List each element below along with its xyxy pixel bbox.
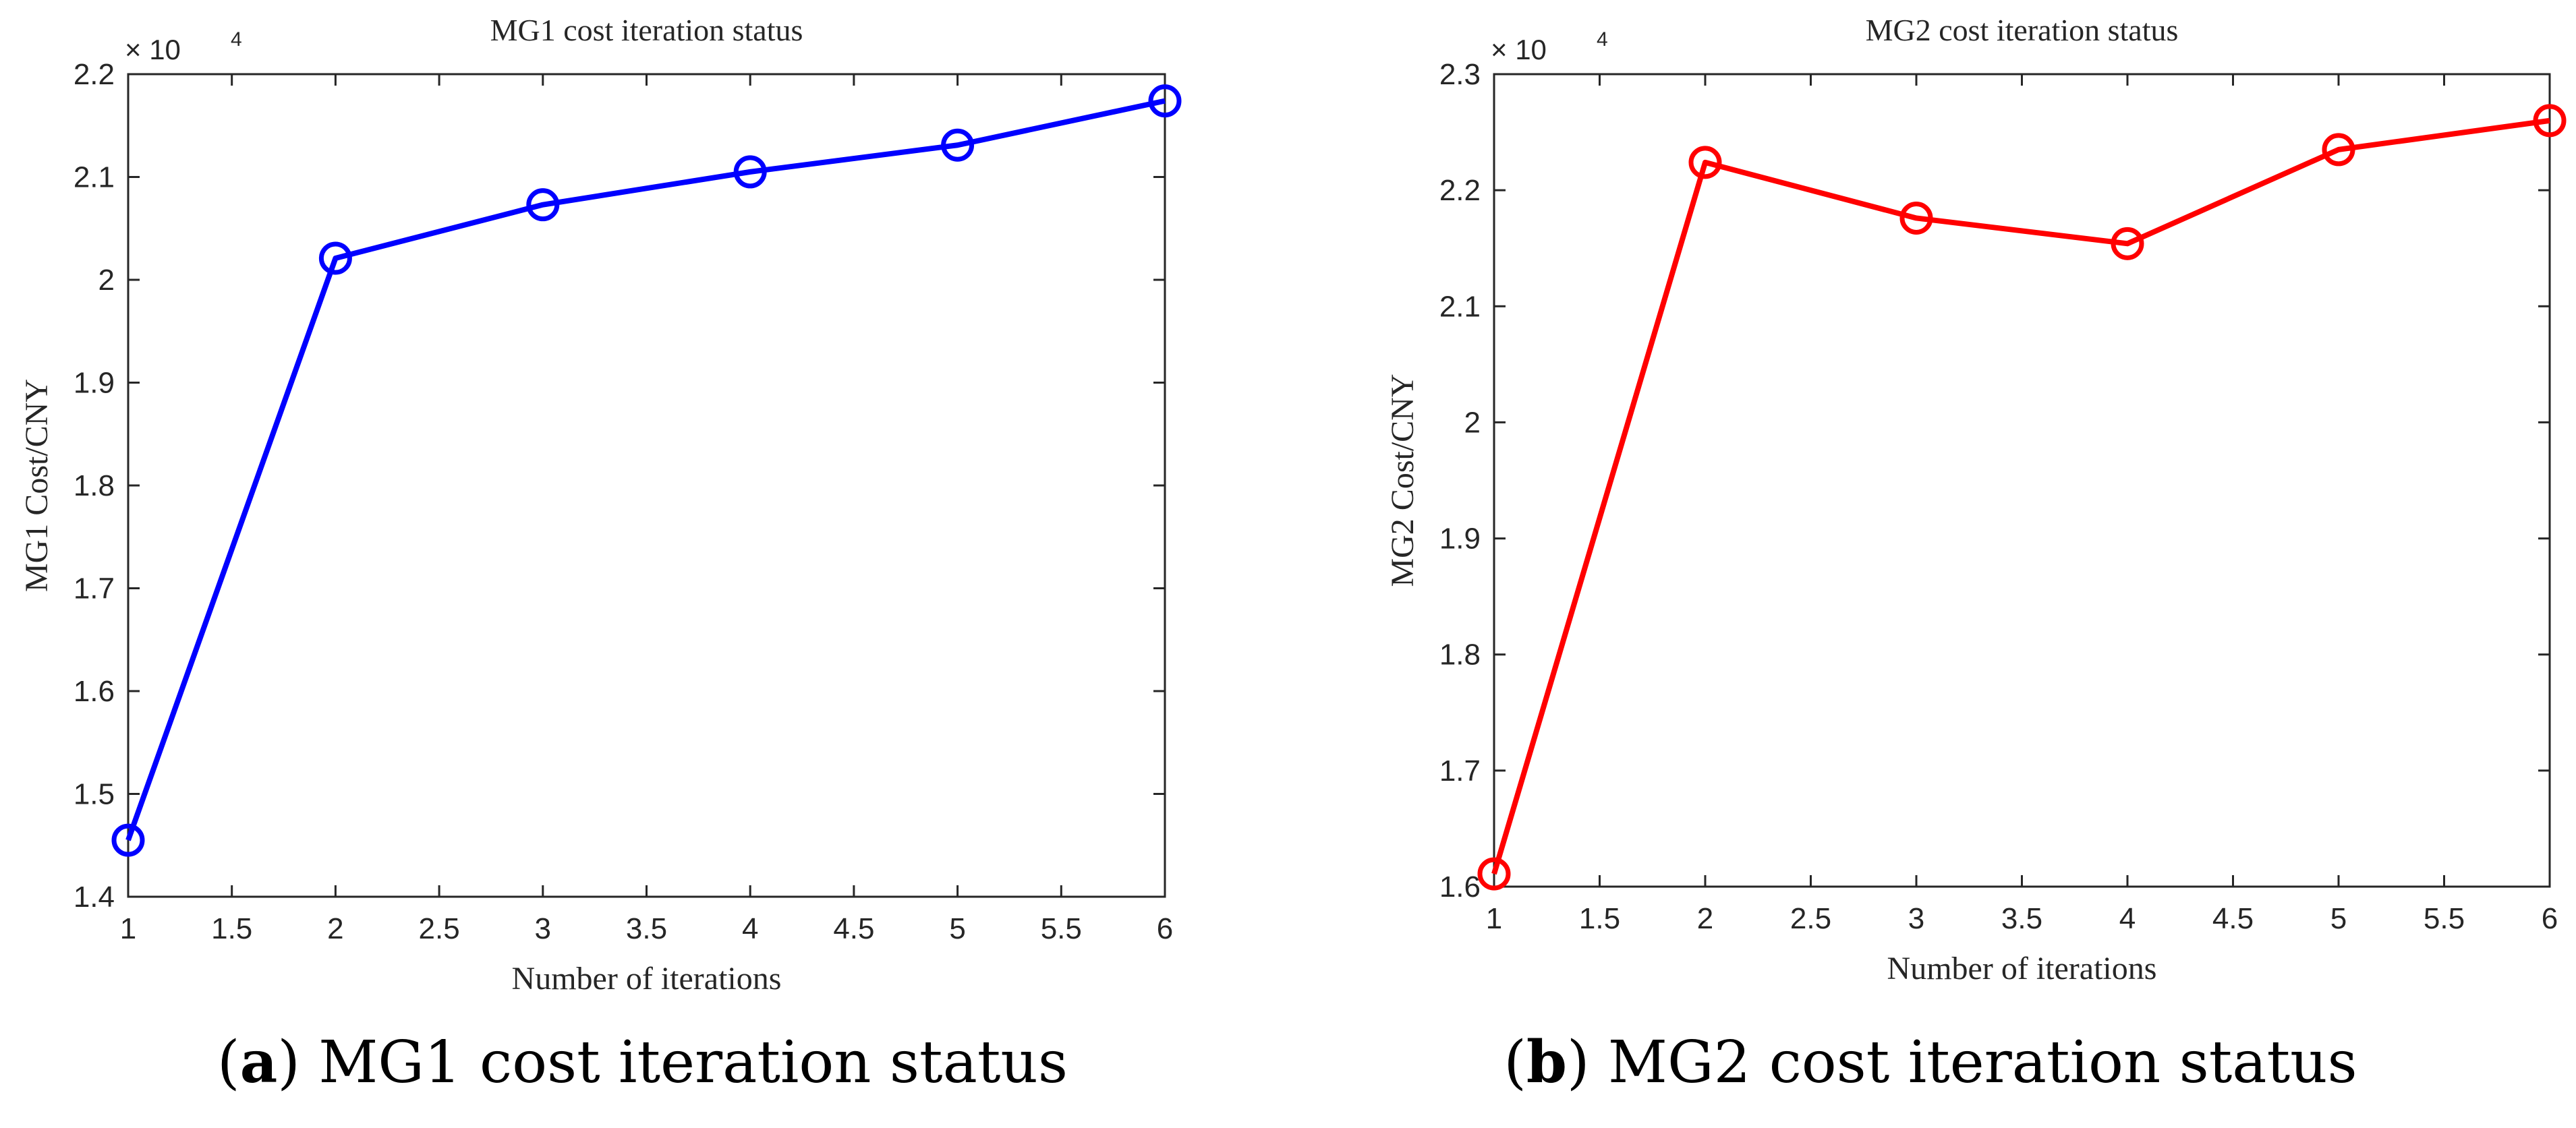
mg1-data-point (941, 128, 975, 162)
mg2-axes-box (1493, 73, 2551, 888)
mg2-xtick-label: 4 (2119, 902, 2136, 935)
caption-a-letter: a (239, 1028, 278, 1096)
mg1-data-point (1148, 84, 1182, 118)
mg1-xtick-label: 1 (120, 912, 136, 945)
caption-a: (a) MG1 cost iteration status (217, 1028, 1068, 1096)
mg2-xtick-label: 1 (1486, 902, 1502, 935)
mg1-data-point (111, 823, 145, 857)
mg2-xtick-label: 4.5 (2212, 902, 2254, 935)
mg2-ytick-label: 2.3 (1439, 58, 1481, 91)
mg2-xtick-label: 3.5 (2001, 902, 2042, 935)
mg2-x-axis-label: Number of iterations (1887, 951, 2157, 986)
mg1-exponent-label: × 10 (125, 34, 181, 65)
mg2-xtick-label: 2 (1697, 902, 1713, 935)
mg2-exponent-label: × 10 (1491, 34, 1547, 65)
mg1-xtick-label: 4.5 (833, 912, 874, 945)
caption-b: (b) MG2 cost iteration status (1504, 1028, 2357, 1096)
mg1-data-point (526, 188, 560, 222)
mg1-axes-box (127, 73, 1166, 898)
mg2-ytick-label: 1.9 (1439, 523, 1481, 556)
mg1-xtick-label: 2.5 (419, 912, 460, 945)
mg1-xtick-label: 2 (327, 912, 343, 945)
mg2-xtick-label: 5.5 (2424, 902, 2465, 935)
mg2-data-point (2322, 133, 2355, 167)
mg2-data-point (2111, 227, 2144, 260)
mg2-ytick-label: 2.2 (1439, 174, 1481, 207)
mg2-data-point (2533, 104, 2567, 138)
mg2-data-point (1899, 201, 1933, 235)
mg1-ytick-label: 1.8 (74, 469, 115, 502)
mg1-xtick-label: 5 (949, 912, 965, 945)
mg2-data-point (1688, 146, 1722, 179)
mg2-exponent-power: 4 (1597, 28, 1608, 51)
mg2-y-axis-label: MG2 Cost/CNY (1385, 374, 1421, 587)
mg1-xtick-label: 3.5 (626, 912, 667, 945)
mg1-ytick-label: 1.7 (74, 572, 115, 605)
mg1-chart-title: MG1 cost iteration status (490, 13, 803, 47)
mg2-ytick-label: 2.1 (1439, 290, 1481, 323)
mg1-ytick-label: 1.6 (74, 675, 115, 708)
caption-b-text: MG2 cost iteration status (1607, 1029, 2357, 1096)
mg1-ytick-label: 2 (98, 264, 115, 297)
mg1-y-axis-label: MG1 Cost/CNY (19, 379, 55, 592)
mg2-series-line (1491, 117, 2550, 875)
caption-a-text: MG1 cost iteration status (318, 1029, 1068, 1096)
mg2-xtick-label: 5 (2330, 902, 2347, 935)
mg1-xtick-label: 6 (1157, 912, 1173, 945)
mg2-ytick-label: 1.7 (1439, 754, 1481, 788)
mg1-ytick-label: 2.1 (74, 161, 115, 194)
caption-b-letter: b (1526, 1028, 1568, 1096)
mg1-x-axis-label: Number of iterations (512, 961, 782, 997)
mg1-xtick-label: 4 (742, 912, 758, 945)
mg2-ytick-label: 2 (1464, 406, 1481, 439)
mg1-data-point (733, 155, 767, 189)
mg1-xtick-label: 1.5 (211, 912, 252, 945)
mg2-xtick-label: 1.5 (1579, 902, 1620, 935)
mg2-xtick-label: 2.5 (1790, 902, 1831, 935)
mg1-data-point (318, 241, 352, 275)
mg2-ytick-label: 1.8 (1439, 639, 1481, 672)
mg1-exponent-power: 4 (231, 28, 242, 51)
mg1-ytick-label: 2.2 (74, 58, 115, 91)
mg1-ytick-label: 1.5 (74, 778, 115, 811)
mg1-ytick-label: 1.9 (74, 367, 115, 400)
mg2-data-point (1477, 857, 1511, 891)
mg2-ytick-label: 1.6 (1439, 870, 1481, 903)
mg1-ytick-label: 1.4 (74, 881, 115, 914)
mg2-chart-title: MG2 cost iteration status (1866, 13, 2179, 47)
mg1-xtick-label: 3 (535, 912, 551, 945)
mg1-series-line (125, 98, 1166, 841)
mg2-xtick-label: 3 (1908, 902, 1924, 935)
mg2-xtick-label: 6 (2542, 902, 2558, 935)
mg1-xtick-label: 5.5 (1041, 912, 1082, 945)
